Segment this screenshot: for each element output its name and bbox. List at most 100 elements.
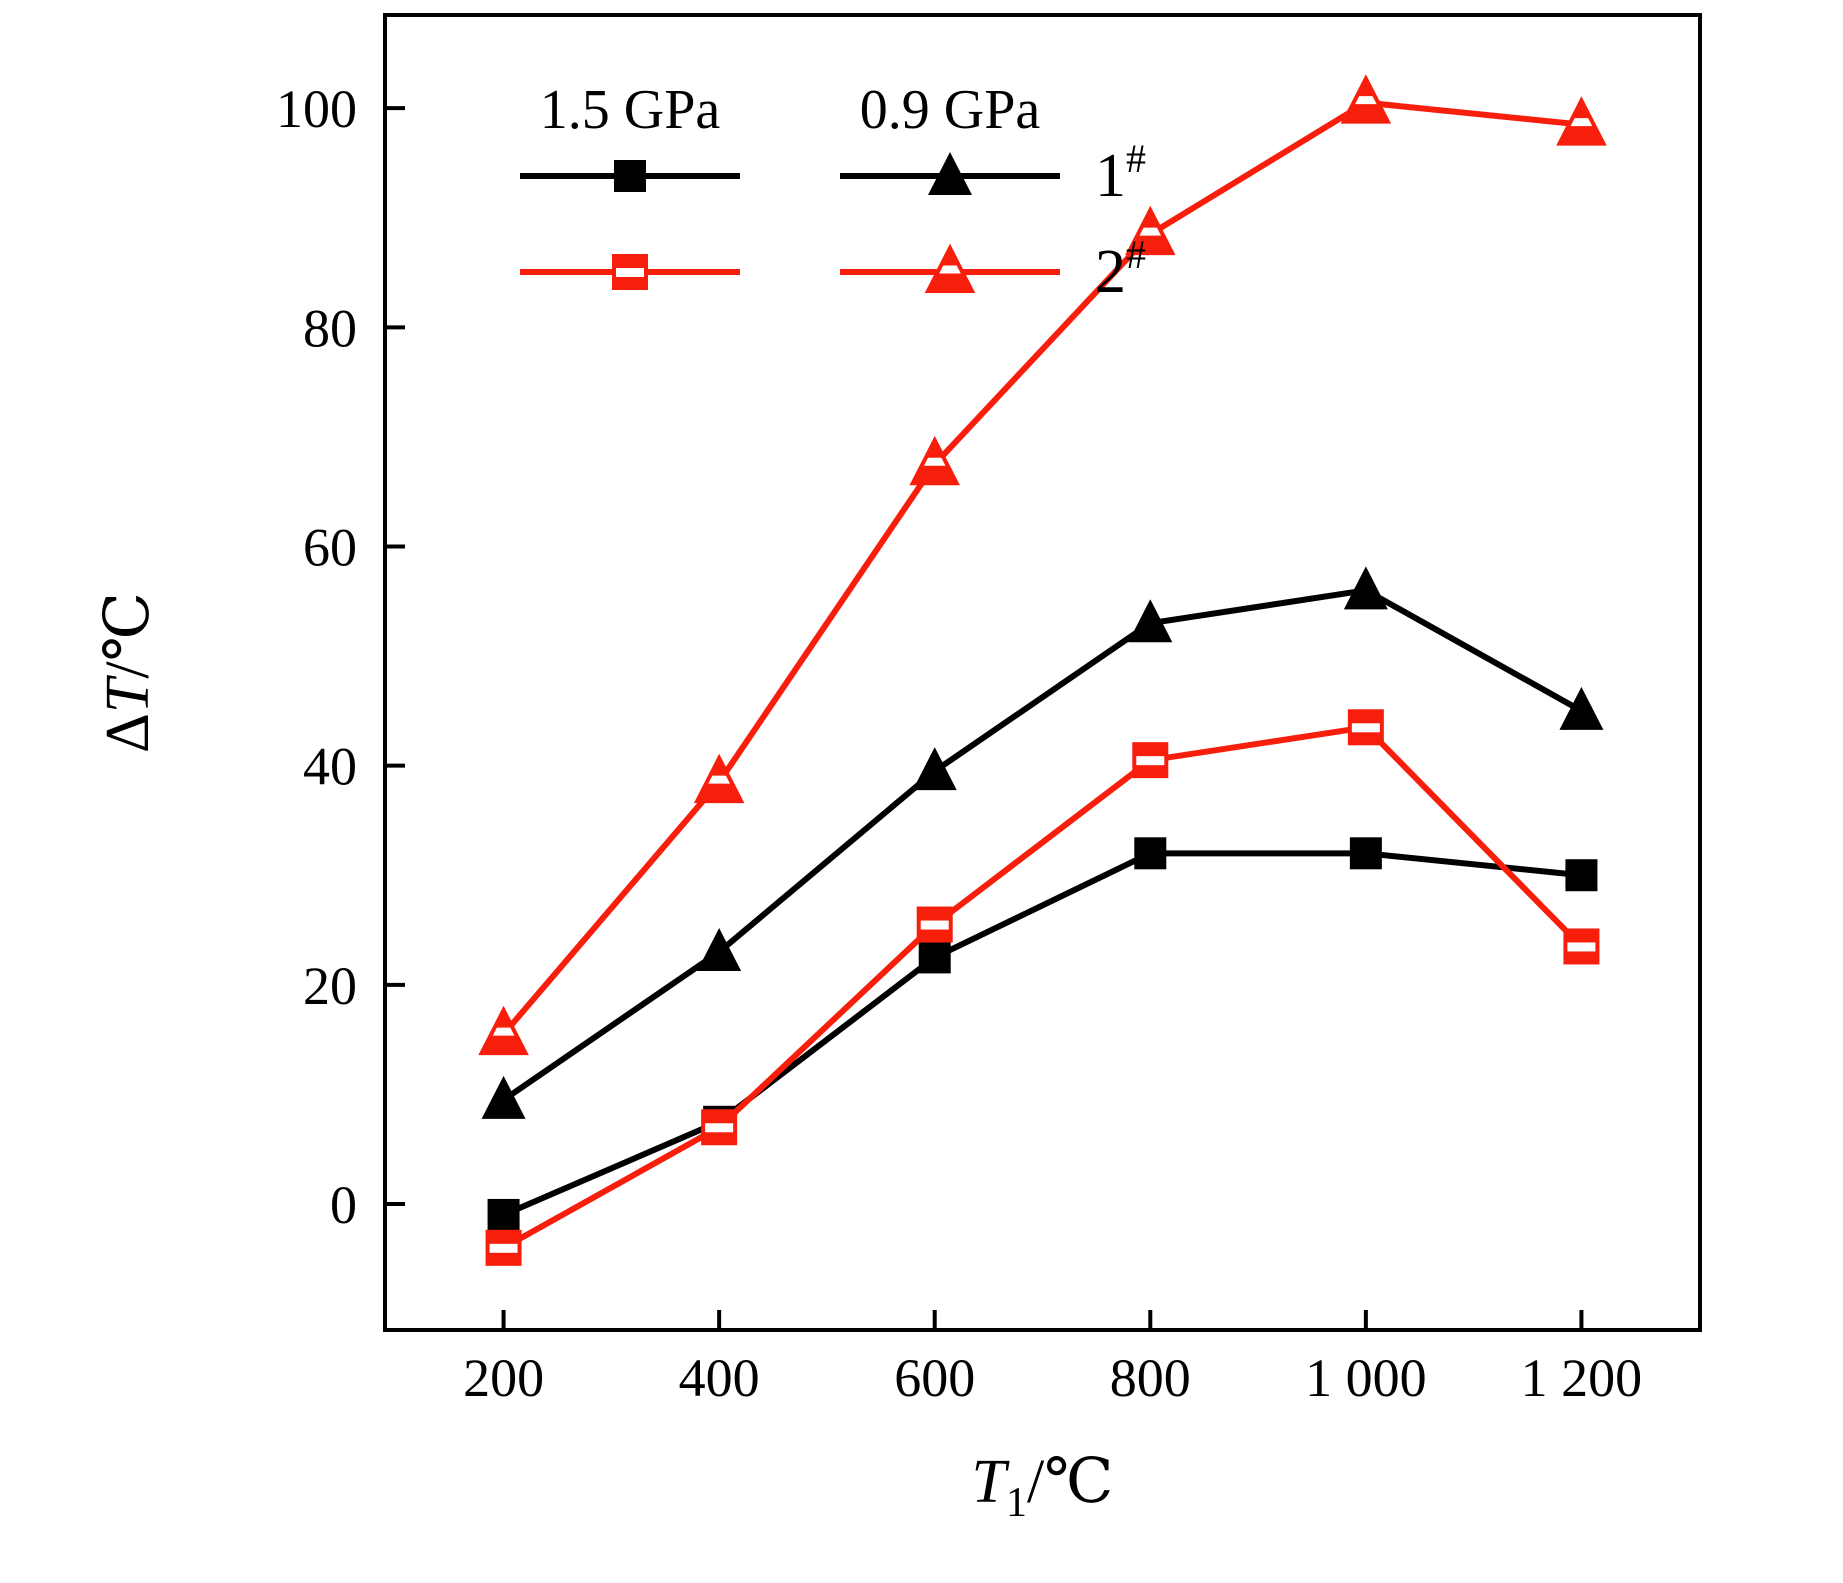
marker-outline bbox=[1347, 709, 1384, 746]
marker-shape bbox=[1343, 566, 1388, 610]
legend-label: 1# bbox=[1095, 136, 1146, 210]
marker-shape bbox=[1349, 837, 1382, 870]
x-tick-label: 200 bbox=[463, 1348, 544, 1408]
marker-stripe bbox=[703, 1123, 736, 1133]
marker-outline bbox=[1340, 74, 1392, 124]
legend-header: 1.5 GPa bbox=[540, 79, 721, 141]
marker-square-half bbox=[1347, 709, 1384, 746]
marker-outline bbox=[478, 1005, 529, 1056]
series-3 bbox=[485, 709, 1600, 1266]
marker-triangle-half bbox=[1125, 205, 1176, 256]
marker-square-half bbox=[1132, 742, 1169, 779]
marker-triangle-filled bbox=[697, 927, 742, 971]
marker-outline bbox=[1556, 96, 1607, 146]
marker-square-half bbox=[612, 254, 648, 290]
marker-shape bbox=[1559, 686, 1604, 730]
marker-stripe bbox=[490, 1027, 517, 1036]
marker-shape bbox=[928, 152, 972, 195]
marker-triangle-half bbox=[1340, 74, 1392, 124]
series-line bbox=[502, 724, 1584, 1251]
plot-frame bbox=[383, 13, 1702, 1332]
marker-square-filled bbox=[1349, 837, 1382, 870]
marker-triangle-filled bbox=[912, 747, 957, 791]
marker-stripe bbox=[918, 920, 951, 930]
series-2 bbox=[481, 566, 1604, 1119]
x-tick-label: 1 000 bbox=[1305, 1348, 1427, 1408]
marker-stripe bbox=[1352, 96, 1379, 105]
marker-outline bbox=[1563, 928, 1600, 965]
marker-triangle-filled bbox=[1343, 566, 1388, 610]
marker-stripe bbox=[487, 1243, 520, 1253]
legend-label: 2# bbox=[1095, 232, 1146, 306]
series-4 bbox=[478, 74, 1607, 1056]
marker-stripe bbox=[1134, 756, 1167, 766]
marker-square-half bbox=[701, 1109, 738, 1146]
marker-square-half bbox=[916, 906, 953, 943]
marker-stripe bbox=[921, 457, 948, 466]
series-1 bbox=[487, 837, 1598, 1231]
x-tick-label: 600 bbox=[894, 1348, 975, 1408]
marker-shape bbox=[912, 747, 957, 791]
marker-shape bbox=[481, 1075, 526, 1119]
marker-triangle-filled bbox=[928, 152, 972, 195]
marker-square-filled bbox=[487, 1198, 520, 1231]
marker-stripe bbox=[1137, 227, 1164, 236]
y-tick-label: 60 bbox=[303, 517, 357, 577]
marker-square-filled bbox=[1134, 837, 1167, 870]
x-axis-title: T1/℃ bbox=[971, 1448, 1113, 1526]
marker-shape bbox=[487, 1198, 520, 1231]
marker-outline bbox=[612, 254, 648, 290]
series-line bbox=[502, 850, 1582, 1218]
legend-row: 2# bbox=[520, 232, 1146, 306]
series-line bbox=[501, 99, 1582, 1037]
marker-stripe bbox=[1349, 723, 1382, 733]
marker-shape bbox=[614, 160, 646, 192]
y-tick-label: 80 bbox=[303, 298, 357, 358]
marker-stripe bbox=[1565, 942, 1598, 952]
marker-square-filled bbox=[1565, 859, 1598, 892]
marker-stripe bbox=[614, 268, 646, 277]
marker-triangle-half bbox=[478, 1005, 529, 1056]
marker-outline bbox=[693, 753, 745, 804]
y-tick-label: 100 bbox=[276, 79, 357, 139]
marker-shape bbox=[1565, 859, 1598, 892]
x-tick-label: 1 200 bbox=[1521, 1348, 1643, 1408]
marker-stripe bbox=[706, 775, 733, 784]
x-axis: 200 400 600 800 1 000 1 200 bbox=[463, 1310, 1642, 1408]
marker-triangle-filled bbox=[1559, 686, 1604, 730]
marker-triangle-half bbox=[1556, 96, 1607, 146]
marker-triangle-filled bbox=[481, 1075, 526, 1119]
x-tick-label: 800 bbox=[1110, 1348, 1191, 1408]
marker-triangle-filled bbox=[1128, 599, 1173, 643]
legend-row: 1# bbox=[520, 136, 1146, 210]
marker-stripe bbox=[1568, 118, 1595, 127]
x-tick-label: 400 bbox=[679, 1348, 760, 1408]
marker-shape bbox=[697, 927, 742, 971]
marker-shape bbox=[918, 941, 951, 974]
legend: 1.5 GPa 0.9 GPa 1# 2# bbox=[520, 79, 1146, 306]
marker-triangle-half bbox=[693, 753, 745, 804]
marker-outline bbox=[701, 1109, 738, 1146]
marker-outline bbox=[916, 906, 953, 943]
y-axis: 0 20 40 60 80 100 bbox=[276, 79, 405, 1235]
marker-outline bbox=[1132, 742, 1169, 779]
marker-square-half bbox=[1563, 928, 1600, 965]
marker-outline bbox=[909, 435, 960, 486]
series-line bbox=[501, 587, 1583, 1103]
marker-shape bbox=[1134, 837, 1167, 870]
marker-outline bbox=[1125, 205, 1176, 256]
marker-square-half bbox=[485, 1229, 522, 1266]
marker-square-filled bbox=[918, 941, 951, 974]
marker-stripe bbox=[936, 265, 964, 274]
marker-outline bbox=[485, 1229, 522, 1266]
marker-outline bbox=[924, 243, 976, 293]
legend-header: 0.9 GPa bbox=[860, 79, 1041, 141]
marker-triangle-half bbox=[909, 435, 960, 486]
marker-shape bbox=[1128, 599, 1173, 643]
y-tick-label: 20 bbox=[303, 956, 357, 1016]
marker-triangle-half bbox=[924, 243, 976, 293]
marker-square-filled bbox=[614, 160, 646, 192]
y-tick-label: 40 bbox=[303, 737, 357, 797]
